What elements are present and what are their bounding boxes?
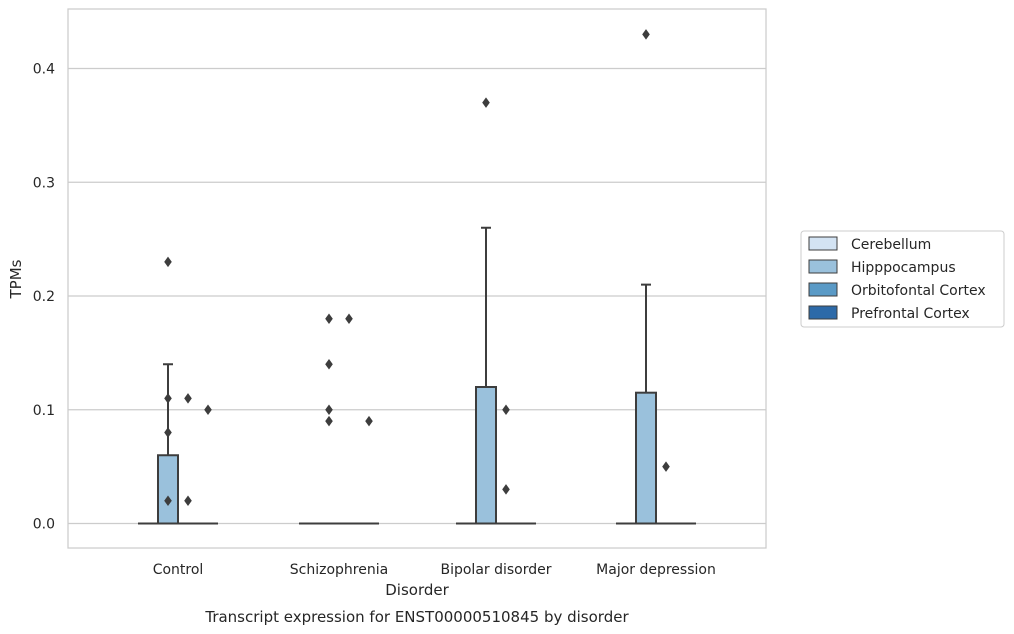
outlier-point (365, 415, 373, 427)
x-axis-label: Disorder (385, 581, 449, 599)
y-tick-labels: 0.0 0.1 0.2 0.3 0.4 (33, 62, 55, 533)
legend-label: Hipppocampus (851, 260, 956, 276)
legend-label: Orbitofontal Cortex (851, 283, 986, 299)
outliers (164, 29, 670, 507)
legend-label: Cerebellum (851, 237, 931, 253)
legend-label: Prefrontal Cortex (851, 306, 970, 322)
outlier-point (325, 313, 333, 325)
box-hipppocampus (157, 363, 179, 525)
outlier-point (164, 256, 172, 268)
outlier-point (164, 393, 172, 404)
outlier-point (345, 313, 353, 325)
y-tick-label: 0.4 (33, 62, 55, 78)
legend-swatch (808, 236, 838, 251)
outlier-point (325, 358, 333, 370)
y-axis-label: TPMs (7, 259, 25, 299)
y-tick-label: 0.1 (33, 403, 55, 419)
legend-swatch (808, 282, 838, 297)
outlier-point (642, 29, 650, 40)
outlier-point (164, 427, 172, 438)
box-body (157, 454, 179, 525)
legend-swatch (808, 305, 838, 320)
x-tick-labels: Control Schizophrenia Bipolar disorder Majo… (153, 562, 716, 578)
outlier-point (184, 393, 192, 404)
y-tick-label: 0.2 (33, 289, 55, 305)
box-body (635, 391, 657, 525)
chart-caption: Transcript expression for ENST0000051084… (204, 608, 629, 626)
outlier-point (502, 404, 510, 416)
boxes (138, 226, 696, 525)
outlier-point (164, 495, 172, 507)
box-hipppocampus (475, 226, 497, 525)
legend-frame (800, 230, 1005, 328)
legend-swatch (808, 259, 838, 274)
outlier-point (204, 404, 212, 416)
x-tick-label: Schizophrenia (290, 562, 388, 578)
outlier-point (325, 415, 333, 427)
outlier-point (482, 97, 490, 108)
y-tick-label: 0.0 (33, 517, 55, 533)
x-tick-label: Major depression (596, 562, 716, 578)
x-tick-label: Control (153, 562, 204, 578)
y-tick-label: 0.3 (33, 175, 55, 191)
x-tick-label: Bipolar disorder (440, 562, 551, 578)
outlier-point (502, 484, 510, 495)
box-body (475, 386, 497, 525)
box-hipppocampus (635, 283, 657, 525)
outlier-point (325, 404, 333, 416)
plot-area-frame (67, 8, 767, 549)
legend: Cerebellum Hipppocampus Orbitofontal Corte… (800, 230, 1005, 328)
outlier-point (184, 495, 192, 507)
outlier-point (662, 461, 670, 472)
